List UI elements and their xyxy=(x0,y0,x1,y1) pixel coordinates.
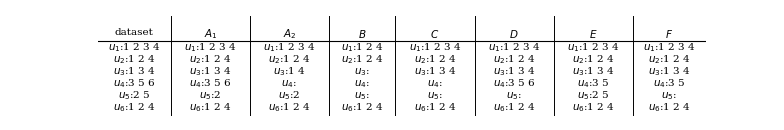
Text: $u_4$:3 5 6: $u_4$:3 5 6 xyxy=(493,77,535,90)
Text: $u_1$:1 2 3 4: $u_1$:1 2 3 4 xyxy=(488,41,540,54)
Text: $u_2$:1 2 4: $u_2$:1 2 4 xyxy=(492,53,535,66)
Text: $u_6$:1 2 4: $u_6$:1 2 4 xyxy=(113,101,156,114)
Text: $u_4$:3 5: $u_4$:3 5 xyxy=(653,77,685,90)
Text: $u_3$:1 3 4: $u_3$:1 3 4 xyxy=(648,65,691,78)
Text: $u_5$:2: $u_5$:2 xyxy=(278,89,301,102)
Text: $u_1$:1 2 3 4: $u_1$:1 2 3 4 xyxy=(184,41,237,54)
Text: $u_3$:: $u_3$: xyxy=(354,66,370,78)
Text: $u_6$:1 2 4: $u_6$:1 2 4 xyxy=(341,101,383,114)
Text: $u_2$:1 2 4: $u_2$:1 2 4 xyxy=(189,53,232,66)
Text: $u_1$:1 2 3 4: $u_1$:1 2 3 4 xyxy=(643,41,695,54)
Text: dataset: dataset xyxy=(115,28,154,37)
Text: $u_2$:1 2 4: $u_2$:1 2 4 xyxy=(113,53,156,66)
Text: $u_3$:1 3 4: $u_3$:1 3 4 xyxy=(189,65,232,78)
Text: $u_4$:: $u_4$: xyxy=(427,78,443,90)
Text: $u_6$:1 2 4: $u_6$:1 2 4 xyxy=(492,101,535,114)
Text: $u_5$:2 5: $u_5$:2 5 xyxy=(577,89,610,102)
Text: $u_3$:1 4: $u_3$:1 4 xyxy=(273,65,306,78)
Text: $u_5$:: $u_5$: xyxy=(661,90,677,102)
Text: $u_4$:: $u_4$: xyxy=(354,78,370,90)
Text: $u_3$:1 3 4: $u_3$:1 3 4 xyxy=(572,65,615,78)
Text: $F$: $F$ xyxy=(665,28,673,40)
Text: $u_5$:2: $u_5$:2 xyxy=(199,89,222,102)
Text: $E$: $E$ xyxy=(589,28,597,40)
Text: $u_5$:2 5: $u_5$:2 5 xyxy=(118,89,151,102)
Text: $C$: $C$ xyxy=(430,28,440,40)
Text: $u_1$:1 2 3 4: $u_1$:1 2 3 4 xyxy=(408,41,462,54)
Text: $u_4$:3 5: $u_4$:3 5 xyxy=(577,77,610,90)
Text: $u_3$:1 3 4: $u_3$:1 3 4 xyxy=(492,65,535,78)
Text: $u_1$:1 2 3 4: $u_1$:1 2 3 4 xyxy=(567,41,619,54)
Text: $B$: $B$ xyxy=(358,28,366,40)
Text: $u_6$:1 2 4: $u_6$:1 2 4 xyxy=(648,101,691,114)
Text: $u_6$:1 2 4: $u_6$:1 2 4 xyxy=(572,101,615,114)
Text: $u_1$:1 2 3 4: $u_1$:1 2 3 4 xyxy=(108,41,161,54)
Text: $u_1$:1 2 4: $u_1$:1 2 4 xyxy=(341,41,383,54)
Text: $u_2$:1 2 4: $u_2$:1 2 4 xyxy=(648,53,691,66)
Text: $u_4$:3 5 6: $u_4$:3 5 6 xyxy=(189,77,232,90)
Text: $u_5$:: $u_5$: xyxy=(354,90,370,102)
Text: $u_4$:: $u_4$: xyxy=(281,78,297,90)
Text: $u_5$:: $u_5$: xyxy=(427,90,443,102)
Text: $u_2$:1 2 4: $u_2$:1 2 4 xyxy=(268,53,311,66)
Text: $u_6$:1 2 4: $u_6$:1 2 4 xyxy=(268,101,311,114)
Text: $u_6$:1 2 4: $u_6$:1 2 4 xyxy=(414,101,456,114)
Text: $A_1$: $A_1$ xyxy=(204,28,217,41)
Text: $u_6$:1 2 4: $u_6$:1 2 4 xyxy=(189,101,232,114)
Text: $u_2$:1 2 4: $u_2$:1 2 4 xyxy=(414,53,456,66)
Text: $u_3$:1 3 4: $u_3$:1 3 4 xyxy=(113,65,156,78)
Text: $u_4$:3 5 6: $u_4$:3 5 6 xyxy=(113,77,156,90)
Text: $u_2$:1 2 4: $u_2$:1 2 4 xyxy=(341,53,383,66)
Text: $u_3$:1 3 4: $u_3$:1 3 4 xyxy=(414,65,456,78)
Text: $u_2$:1 2 4: $u_2$:1 2 4 xyxy=(572,53,615,66)
Text: $D$: $D$ xyxy=(510,28,519,40)
Text: $A_2$: $A_2$ xyxy=(283,28,296,41)
Text: $u_5$:: $u_5$: xyxy=(506,90,522,102)
Text: $u_1$:1 2 3 4: $u_1$:1 2 3 4 xyxy=(263,41,316,54)
